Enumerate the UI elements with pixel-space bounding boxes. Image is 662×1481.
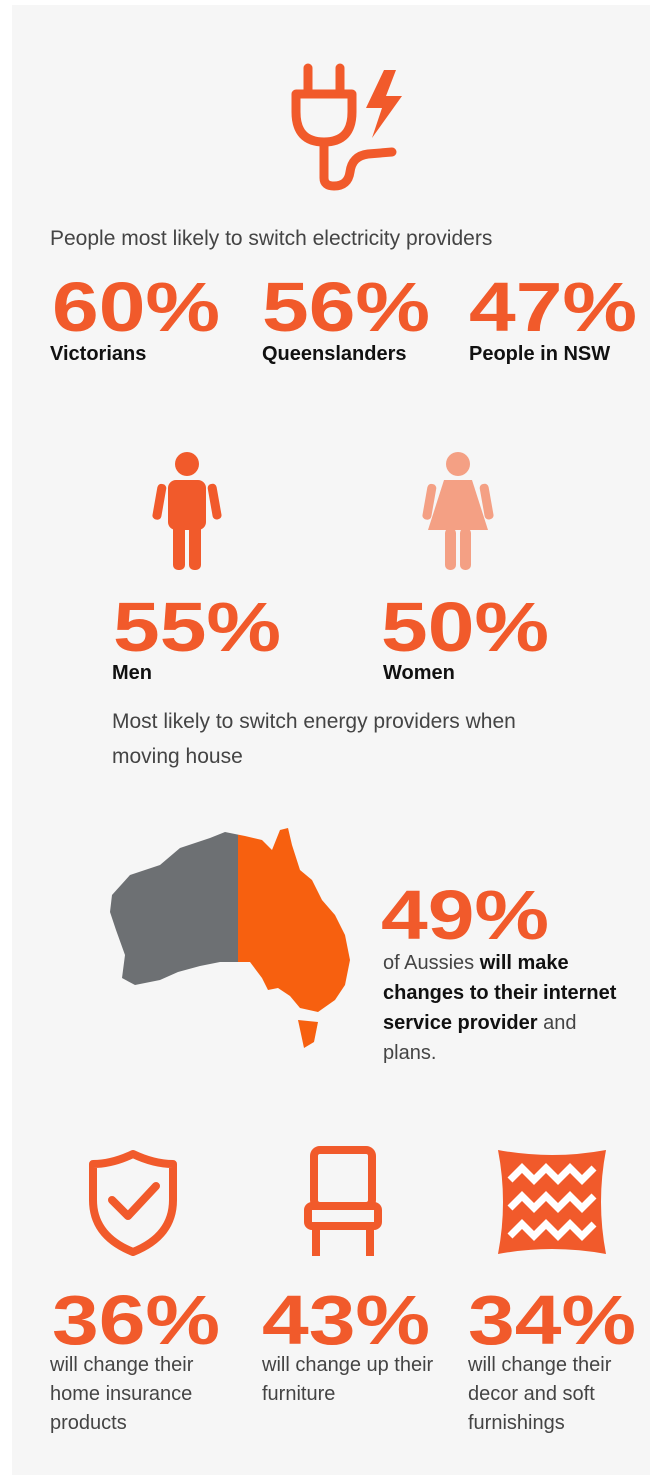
shield-icon (89, 1150, 177, 1256)
cushion-icon (498, 1150, 606, 1254)
australia-map (110, 828, 350, 1048)
lightning-icon (366, 70, 402, 138)
stat-value: 50% (381, 588, 550, 666)
change-text: will change up their furniture (262, 1354, 434, 1405)
plug-icon (291, 63, 397, 191)
stat-value: 49% (381, 876, 550, 954)
stat-value: 43% (262, 1281, 431, 1359)
heading: People most likely to switch electricity… (50, 227, 493, 250)
text-run: of Aussies (383, 952, 480, 974)
stat-label: Victorians (50, 343, 147, 365)
stat-label: Men (112, 662, 152, 684)
stat-label: Women (383, 662, 455, 684)
chair-icon (304, 1146, 382, 1256)
text-run-bold: will make changes to their internet serv… (383, 952, 617, 1034)
stat-value: 60% (52, 268, 221, 346)
stat-value: 34% (468, 1281, 637, 1359)
change-text: will change their home insurance product… (50, 1354, 194, 1434)
stat-value: 36% (52, 1281, 221, 1359)
woman-icon (422, 452, 494, 570)
caption: Most likely to switch energy providers w… (112, 710, 516, 768)
change-text: will change their decor and soft furnish… (468, 1354, 612, 1434)
stat-value: 47% (469, 268, 638, 346)
stat-label: Queenslanders (262, 343, 407, 365)
stat-label: People in NSW (469, 343, 611, 365)
text-run: and plans. (383, 1012, 577, 1064)
stat-value: 56% (262, 268, 431, 346)
man-icon (152, 452, 222, 570)
internet-text: of Aussies will make changes to their in… (383, 948, 628, 1068)
stat-value: 55% (113, 588, 282, 666)
